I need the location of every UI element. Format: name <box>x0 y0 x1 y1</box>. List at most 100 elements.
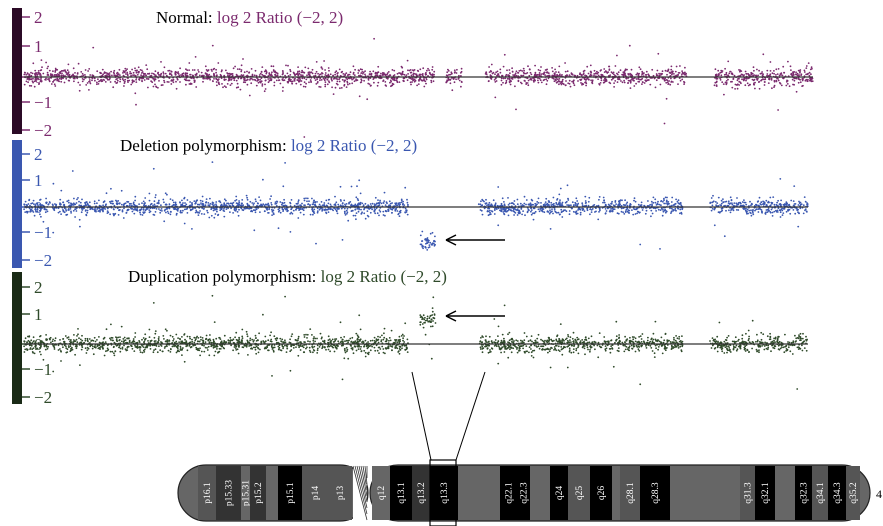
data-point <box>773 84 776 87</box>
data-point <box>87 204 90 207</box>
data-point <box>226 72 229 74</box>
data-point <box>357 203 359 205</box>
data-point <box>575 213 578 215</box>
data-point <box>229 84 232 86</box>
data-point <box>401 333 404 336</box>
data-point <box>27 203 30 205</box>
data-point <box>527 203 530 206</box>
data-point <box>99 72 102 75</box>
data-point <box>334 204 337 207</box>
data-point <box>664 69 667 72</box>
data-point <box>336 212 339 215</box>
data-point <box>524 214 526 217</box>
data-point <box>667 70 670 72</box>
data-point <box>254 211 257 214</box>
data-point <box>337 203 340 206</box>
data-point <box>598 83 600 85</box>
data-point <box>215 203 217 206</box>
data-point <box>634 213 637 215</box>
data-point <box>745 211 748 214</box>
data-point <box>489 74 492 77</box>
data-point <box>376 212 379 215</box>
data-point <box>312 210 315 213</box>
data-point <box>631 209 633 212</box>
data-point <box>755 208 758 211</box>
data-point <box>729 202 732 205</box>
data-point <box>323 60 325 62</box>
data-point <box>516 208 519 211</box>
data-point <box>316 81 319 84</box>
data-point <box>44 348 47 351</box>
data-point <box>356 339 359 341</box>
data-point <box>355 78 357 80</box>
data-point <box>753 69 755 72</box>
data-point <box>347 219 350 222</box>
data-point <box>141 214 144 216</box>
data-point <box>175 80 177 83</box>
data-point <box>590 211 593 214</box>
data-point <box>178 74 181 77</box>
data-point <box>766 73 769 75</box>
data-point <box>147 78 150 80</box>
data-point <box>351 209 353 212</box>
data-point <box>545 197 548 200</box>
data-point <box>315 61 318 63</box>
data-point <box>236 211 239 213</box>
y-tick-label: −2 <box>34 251 52 270</box>
data-point <box>259 78 261 81</box>
data-point <box>790 199 793 202</box>
data-point <box>405 209 407 212</box>
data-point <box>134 207 136 210</box>
data-point <box>175 333 178 336</box>
data-point <box>624 199 626 202</box>
data-point <box>131 68 134 71</box>
data-point <box>416 84 418 87</box>
data-point <box>592 204 595 207</box>
data-point <box>161 84 164 86</box>
data-point <box>154 70 157 73</box>
data-point <box>539 79 542 82</box>
data-point <box>41 66 43 69</box>
data-point <box>267 81 270 84</box>
data-point <box>327 208 330 210</box>
data-point <box>118 68 121 71</box>
data-point <box>60 80 63 83</box>
data-point <box>93 77 96 80</box>
data-point <box>236 74 239 77</box>
data-point <box>316 352 319 354</box>
data-point <box>281 90 284 92</box>
data-point <box>168 77 171 79</box>
data-point <box>35 72 37 74</box>
data-point <box>57 78 59 81</box>
data-point <box>175 212 178 215</box>
data-point <box>181 354 183 356</box>
data-point <box>232 77 235 80</box>
data-point <box>681 70 683 72</box>
data-point <box>85 84 88 86</box>
data-point <box>398 345 401 348</box>
data-point <box>637 80 640 83</box>
data-point <box>756 68 758 71</box>
data-point <box>400 201 403 204</box>
data-point <box>109 81 112 83</box>
data-point <box>480 204 483 207</box>
data-point <box>540 73 543 75</box>
data-point <box>759 72 762 75</box>
data-point <box>64 335 67 337</box>
data-point <box>789 65 792 68</box>
data-point <box>235 349 238 351</box>
data-point <box>373 336 376 339</box>
data-point <box>39 198 42 201</box>
data-point <box>428 69 430 72</box>
data-point <box>215 68 218 71</box>
data-point <box>749 211 752 214</box>
data-point <box>516 203 519 206</box>
data-point <box>751 72 754 75</box>
data-point <box>538 210 541 213</box>
data-point <box>226 202 228 205</box>
data-point <box>665 199 668 202</box>
data-point <box>182 209 184 212</box>
data-point <box>126 205 129 207</box>
data-point <box>142 74 145 77</box>
